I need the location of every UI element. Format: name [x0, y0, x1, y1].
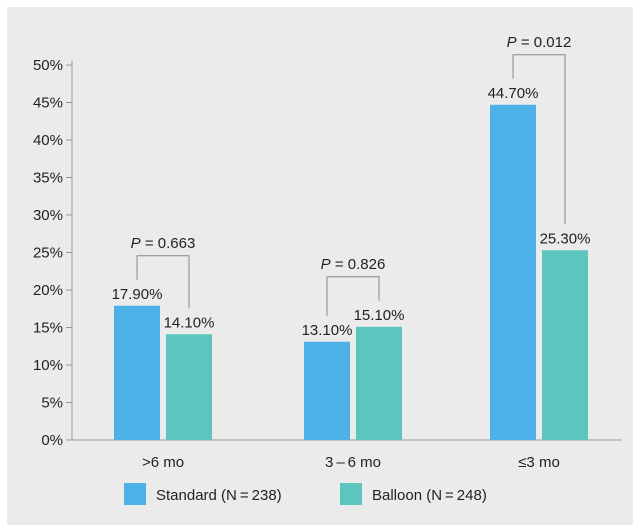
y-tick-label: 35%	[33, 170, 63, 187]
p-value-label: P = 0.826	[321, 256, 386, 273]
data-label: 25.30%	[540, 230, 591, 247]
bar-standard	[304, 341, 350, 440]
data-label: 14.10%	[164, 314, 215, 331]
y-tick-label: 15%	[33, 320, 63, 337]
p-value-label: P = 0.012	[507, 34, 572, 51]
p-value-bracket	[136, 255, 190, 309]
legend-swatch-balloon	[340, 483, 362, 505]
data-label: 17.90%	[112, 286, 163, 303]
legend-label-balloon: Balloon (N = 248)	[372, 487, 487, 504]
legend-swatch-standard	[124, 483, 146, 505]
y-tick-label: 0%	[41, 432, 63, 449]
bar-chart: 0% 5% 10% 15% 20% 25% 30% 35% 40% 45% 50% 17.90%14.…	[33, 34, 622, 505]
x-tick-label: 3 – 6 mo	[325, 454, 381, 471]
p-value-label: P = 0.663	[131, 235, 196, 252]
bar-standard	[114, 305, 160, 440]
legend-label-standard: Standard (N = 238)	[156, 487, 282, 504]
y-tick-label: 10%	[33, 357, 63, 374]
y-tick-label: 25%	[33, 245, 63, 262]
data-label: 13.10%	[302, 322, 353, 339]
bar-balloon	[356, 326, 402, 440]
chart-panel: 0% 5% 10% 15% 20% 25% 30% 35% 40% 45% 50% 17.90% 14.…	[7, 7, 633, 525]
y-tick-label: 20%	[33, 282, 63, 299]
bar-standard	[490, 104, 536, 440]
bar-balloon	[542, 250, 588, 440]
x-tick-label: >6 mo	[142, 454, 184, 471]
data-label: 15.10%	[354, 307, 405, 324]
p-value-bracket	[326, 276, 380, 316]
x-tick-label: ≤3 mo	[518, 454, 560, 471]
p-value-bracket	[512, 54, 566, 225]
y-tick-label: 5%	[41, 395, 63, 412]
bar-balloon	[166, 334, 212, 440]
y-tick-label: 45%	[33, 95, 63, 112]
y-tick-label: 30%	[33, 207, 63, 224]
y-tick-label: 40%	[33, 132, 63, 149]
data-label: 44.70%	[488, 85, 539, 102]
y-tick-label: 50%	[33, 57, 63, 74]
